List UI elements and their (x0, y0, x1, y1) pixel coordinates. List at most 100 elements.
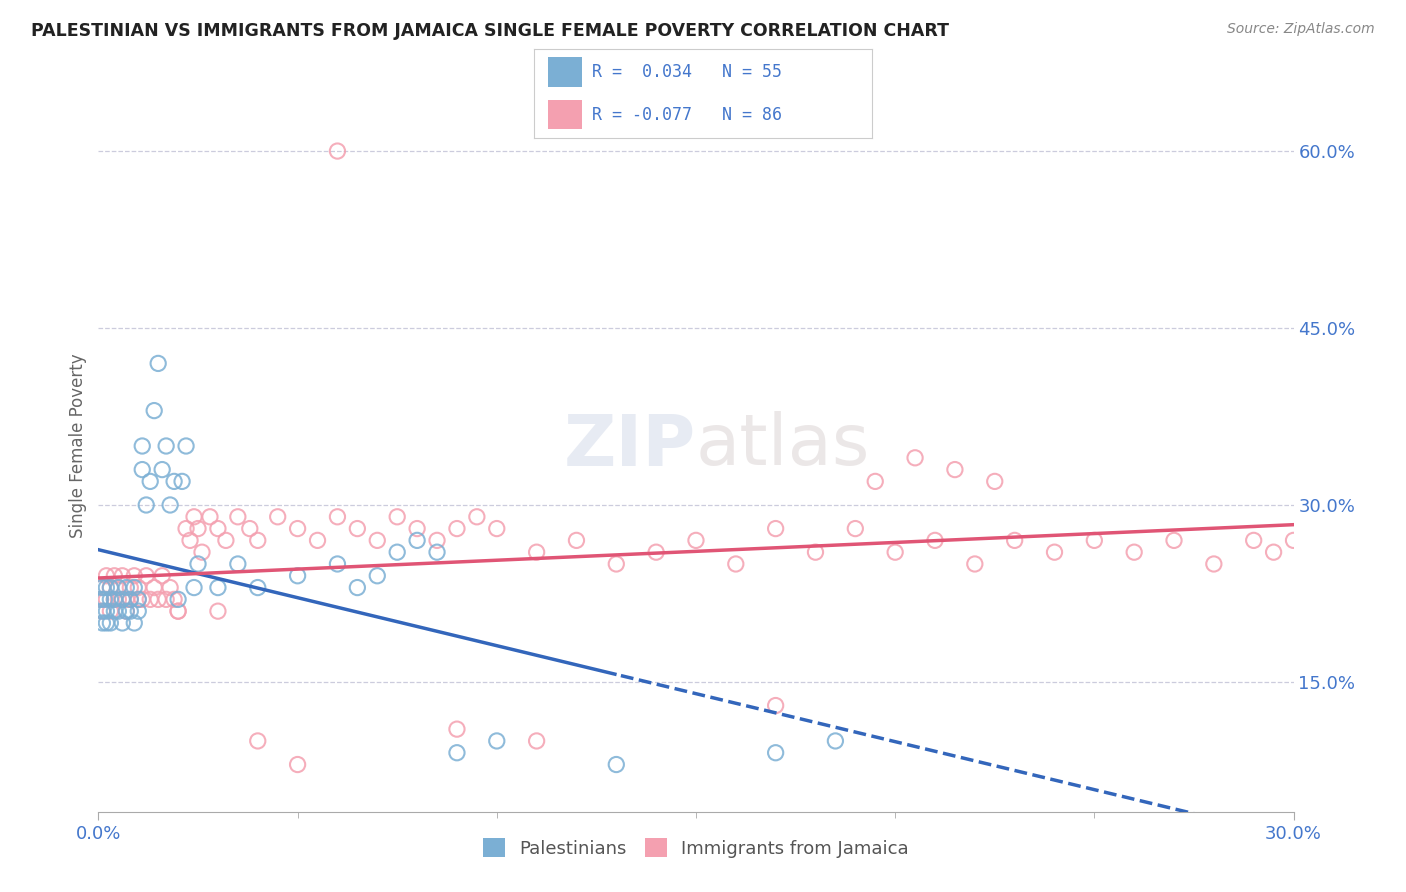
Point (246, 734, 269, 748)
Point (685, 533, 707, 548)
Point (96, 568, 118, 582)
Point (159, 581, 181, 595)
Point (131, 462, 153, 476)
Point (111, 592, 134, 607)
Point (103, 592, 125, 607)
Point (1043, 545, 1066, 559)
Text: Source: ZipAtlas.com: Source: ZipAtlas.com (1227, 22, 1375, 37)
Point (96, 615, 118, 630)
Point (406, 533, 429, 548)
Point (120, 604, 142, 618)
Point (91, 604, 114, 618)
Point (239, 522, 262, 536)
Point (426, 545, 449, 559)
Point (89, 592, 111, 607)
Point (98, 581, 122, 595)
Point (385, 509, 409, 524)
Point (107, 581, 129, 595)
Text: R =  0.034   N = 55: R = 0.034 N = 55 (592, 62, 782, 81)
Point (246, 533, 269, 548)
Point (103, 592, 125, 607)
Point (963, 557, 986, 571)
Point (96, 604, 118, 618)
Point (131, 439, 153, 453)
Point (127, 581, 149, 595)
Point (526, 545, 548, 559)
Point (115, 604, 138, 618)
Point (98, 615, 122, 630)
Point (366, 568, 388, 582)
Point (167, 592, 190, 607)
Point (139, 592, 162, 607)
Point (346, 581, 368, 595)
Point (724, 557, 747, 571)
Point (844, 522, 866, 536)
Point (446, 746, 468, 760)
Point (207, 604, 229, 618)
Point (1083, 533, 1105, 548)
Point (1282, 533, 1305, 548)
Point (120, 592, 142, 607)
Point (159, 498, 181, 512)
Point (287, 522, 309, 536)
Point (191, 545, 214, 559)
Point (96, 581, 118, 595)
Point (1004, 533, 1026, 548)
Point (98, 592, 122, 607)
Point (326, 557, 349, 571)
Point (1263, 545, 1285, 559)
Point (111, 568, 134, 582)
Point (605, 757, 627, 772)
Point (765, 698, 787, 713)
Text: R = -0.077   N = 86: R = -0.077 N = 86 (592, 105, 782, 124)
Point (127, 604, 149, 618)
Point (804, 545, 827, 559)
Point (485, 522, 508, 536)
Point (824, 734, 846, 748)
Point (174, 522, 197, 536)
Point (91, 604, 114, 618)
Point (93, 592, 115, 607)
Point (98, 581, 122, 595)
Point (127, 592, 149, 607)
Point (198, 509, 221, 524)
Point (124, 568, 146, 582)
Point (91, 581, 114, 595)
Point (163, 475, 186, 489)
Point (172, 475, 194, 489)
Point (446, 522, 468, 536)
FancyBboxPatch shape (548, 57, 582, 87)
Point (226, 509, 249, 524)
Point (150, 568, 173, 582)
Point (426, 533, 449, 548)
Point (115, 581, 138, 595)
Point (167, 604, 190, 618)
Point (307, 533, 329, 548)
Point (131, 592, 153, 607)
Point (366, 533, 388, 548)
Point (187, 522, 209, 536)
Point (148, 356, 170, 370)
Point (115, 604, 138, 618)
FancyBboxPatch shape (548, 100, 582, 129)
Point (120, 581, 142, 595)
Point (226, 557, 249, 571)
Point (124, 581, 146, 595)
Y-axis label: Single Female Poverty: Single Female Poverty (69, 354, 87, 538)
Point (139, 475, 162, 489)
Point (326, 509, 349, 524)
Point (187, 557, 209, 571)
Point (884, 545, 907, 559)
Point (103, 604, 125, 618)
Point (143, 581, 166, 595)
Point (406, 522, 429, 536)
Point (91, 615, 114, 630)
Point (179, 533, 201, 548)
Point (167, 604, 190, 618)
Point (984, 475, 1007, 489)
Point (765, 522, 787, 536)
Point (107, 592, 129, 607)
Point (904, 450, 927, 465)
Point (174, 439, 197, 453)
Point (565, 533, 588, 548)
